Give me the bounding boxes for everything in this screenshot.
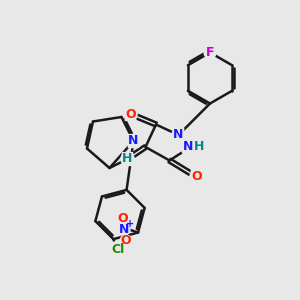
- Text: O: O: [118, 212, 128, 225]
- Circle shape: [190, 170, 203, 184]
- Circle shape: [121, 152, 134, 166]
- Circle shape: [181, 137, 200, 157]
- Text: O: O: [191, 170, 202, 184]
- Text: O: O: [125, 107, 136, 121]
- Text: H: H: [122, 152, 133, 166]
- Circle shape: [117, 212, 129, 224]
- Text: N: N: [128, 134, 139, 148]
- Circle shape: [124, 107, 137, 121]
- Text: Cl: Cl: [111, 243, 124, 256]
- Text: N: N: [183, 140, 193, 154]
- Text: N: N: [119, 223, 130, 236]
- Text: +: +: [126, 219, 134, 230]
- Circle shape: [119, 224, 130, 235]
- Text: N: N: [173, 128, 184, 142]
- Circle shape: [172, 128, 185, 142]
- Text: F: F: [206, 46, 214, 59]
- Circle shape: [204, 46, 216, 58]
- Circle shape: [110, 241, 126, 258]
- Circle shape: [127, 134, 140, 148]
- Text: O: O: [121, 234, 131, 248]
- Text: H: H: [194, 140, 204, 154]
- Circle shape: [120, 235, 132, 247]
